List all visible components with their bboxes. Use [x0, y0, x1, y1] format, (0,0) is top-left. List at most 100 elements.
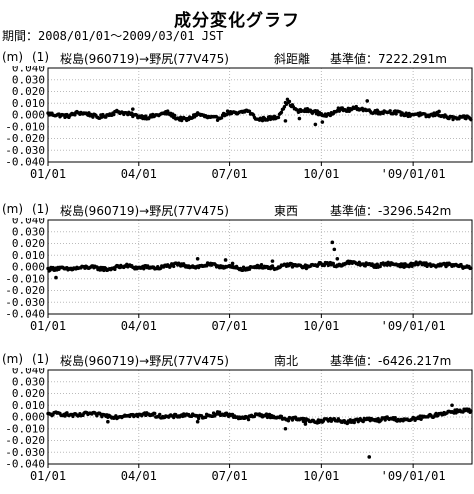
unit-label: (m): [2, 202, 24, 216]
data-point: [195, 256, 200, 261]
component-label: 東西: [274, 204, 299, 218]
data-point: [276, 115, 281, 120]
plot-frame: [47, 369, 473, 465]
data-point: [375, 108, 380, 113]
y-tick-label: -0.040: [5, 156, 45, 169]
y-tick-label: -0.030: [5, 446, 45, 459]
data-point: [91, 115, 95, 119]
data-point: [131, 107, 135, 111]
data-point: [313, 122, 318, 127]
data-point: [173, 113, 177, 118]
y-tick-label: 0.010: [12, 399, 45, 412]
x-tick-label: 01/01: [30, 167, 66, 181]
data-point: [297, 116, 302, 121]
y-tick-label: 0.010: [12, 249, 45, 262]
data-point: [106, 419, 110, 424]
x-tick-label: 04/01: [121, 319, 157, 333]
data-point: [195, 419, 200, 424]
data-point: [283, 119, 288, 123]
data-point: [259, 263, 264, 267]
component-label: 斜距離: [274, 52, 311, 66]
data-point: [223, 258, 228, 262]
data-point: [287, 99, 292, 104]
data-point: [172, 415, 176, 420]
page-title: 成分変化グラフ: [174, 11, 300, 31]
data-point: [419, 417, 423, 421]
y-tick-label: 0.010: [12, 97, 45, 110]
x-tick-label: 07/01: [212, 319, 248, 333]
data-point: [331, 261, 336, 266]
index-label: (1): [32, 50, 49, 64]
y-tick-label: -0.020: [5, 132, 45, 145]
index-label: (1): [32, 202, 49, 216]
data-point: [279, 414, 284, 419]
data-point: [394, 112, 398, 116]
data-point: [251, 113, 256, 117]
y-tick-label: -0.020: [5, 434, 45, 447]
x-tick-label: 10/01: [303, 319, 339, 333]
baseline-label: 基準値：-6426.217m: [330, 354, 452, 368]
data-point: [196, 416, 201, 421]
scatter-plot: 0.0400.0300.0200.0100.000-0.010-0.020-0.…: [5, 368, 473, 483]
data-point: [285, 97, 290, 102]
data-point: [283, 426, 288, 431]
data-point: [217, 410, 222, 414]
x-tick-label: 07/01: [212, 167, 248, 181]
index-label: (1): [32, 352, 49, 366]
x-tick-label: 04/01: [121, 469, 157, 483]
data-point: [247, 109, 252, 114]
y-tick-label: 0.030: [12, 225, 45, 238]
data-point: [375, 417, 380, 422]
y-tick-label: 0.030: [12, 375, 45, 388]
data-point: [246, 417, 251, 422]
data-point: [367, 455, 372, 459]
data-point: [260, 118, 265, 123]
y-tick-label: -0.010: [5, 272, 45, 285]
x-tick-label: '09/01/01: [381, 167, 446, 181]
data-point: [286, 419, 291, 423]
chart-header: (m) (1) 桜島(960719)→野尻(77V475) 斜距離 基準値：72…: [0, 50, 474, 66]
data-point: [469, 266, 473, 270]
y-tick-label: 0.000: [12, 411, 45, 424]
component-label: 南北: [274, 354, 299, 368]
data-point: [112, 112, 116, 117]
data-point: [279, 110, 284, 115]
data-point: [388, 109, 392, 113]
y-tick-label: -0.040: [5, 308, 45, 321]
data-point: [219, 116, 224, 120]
data-point: [335, 256, 340, 261]
data-point: [73, 113, 77, 117]
data-point: [270, 259, 275, 263]
data-point: [158, 412, 162, 417]
unit-label: (m): [2, 352, 24, 366]
y-tick-label: 0.040: [12, 218, 45, 227]
data-point: [469, 117, 473, 122]
y-tick-label: 0.040: [12, 66, 45, 75]
x-tick-label: 10/01: [303, 469, 339, 483]
route-label: 桜島(960719)→野尻(77V475): [60, 354, 229, 368]
data-point: [352, 420, 356, 425]
data-point: [282, 104, 287, 109]
unit-label: (m): [2, 50, 24, 64]
route-label: 桜島(960719)→野尻(77V475): [60, 204, 229, 218]
data-point: [450, 403, 454, 408]
y-tick-label: -0.010: [5, 422, 45, 435]
y-tick-label: 0.030: [12, 73, 45, 86]
x-tick-label: 01/01: [30, 319, 66, 333]
y-tick-label: 0.040: [12, 368, 45, 377]
scatter-plot: 0.0400.0300.0200.0100.000-0.010-0.020-0.…: [5, 66, 473, 181]
data-point: [330, 240, 335, 245]
y-tick-label: -0.010: [5, 120, 45, 133]
data-point: [54, 275, 58, 280]
data-point: [63, 115, 67, 120]
y-tick-label: -0.020: [5, 284, 45, 297]
y-tick-label: 0.000: [12, 109, 45, 122]
data-point: [469, 409, 473, 413]
data-point: [303, 422, 308, 426]
data-point: [265, 118, 270, 122]
data-point: [365, 99, 370, 103]
data-point: [393, 415, 397, 420]
data-point: [332, 247, 337, 252]
data-point: [142, 267, 146, 271]
data-point: [144, 114, 148, 118]
